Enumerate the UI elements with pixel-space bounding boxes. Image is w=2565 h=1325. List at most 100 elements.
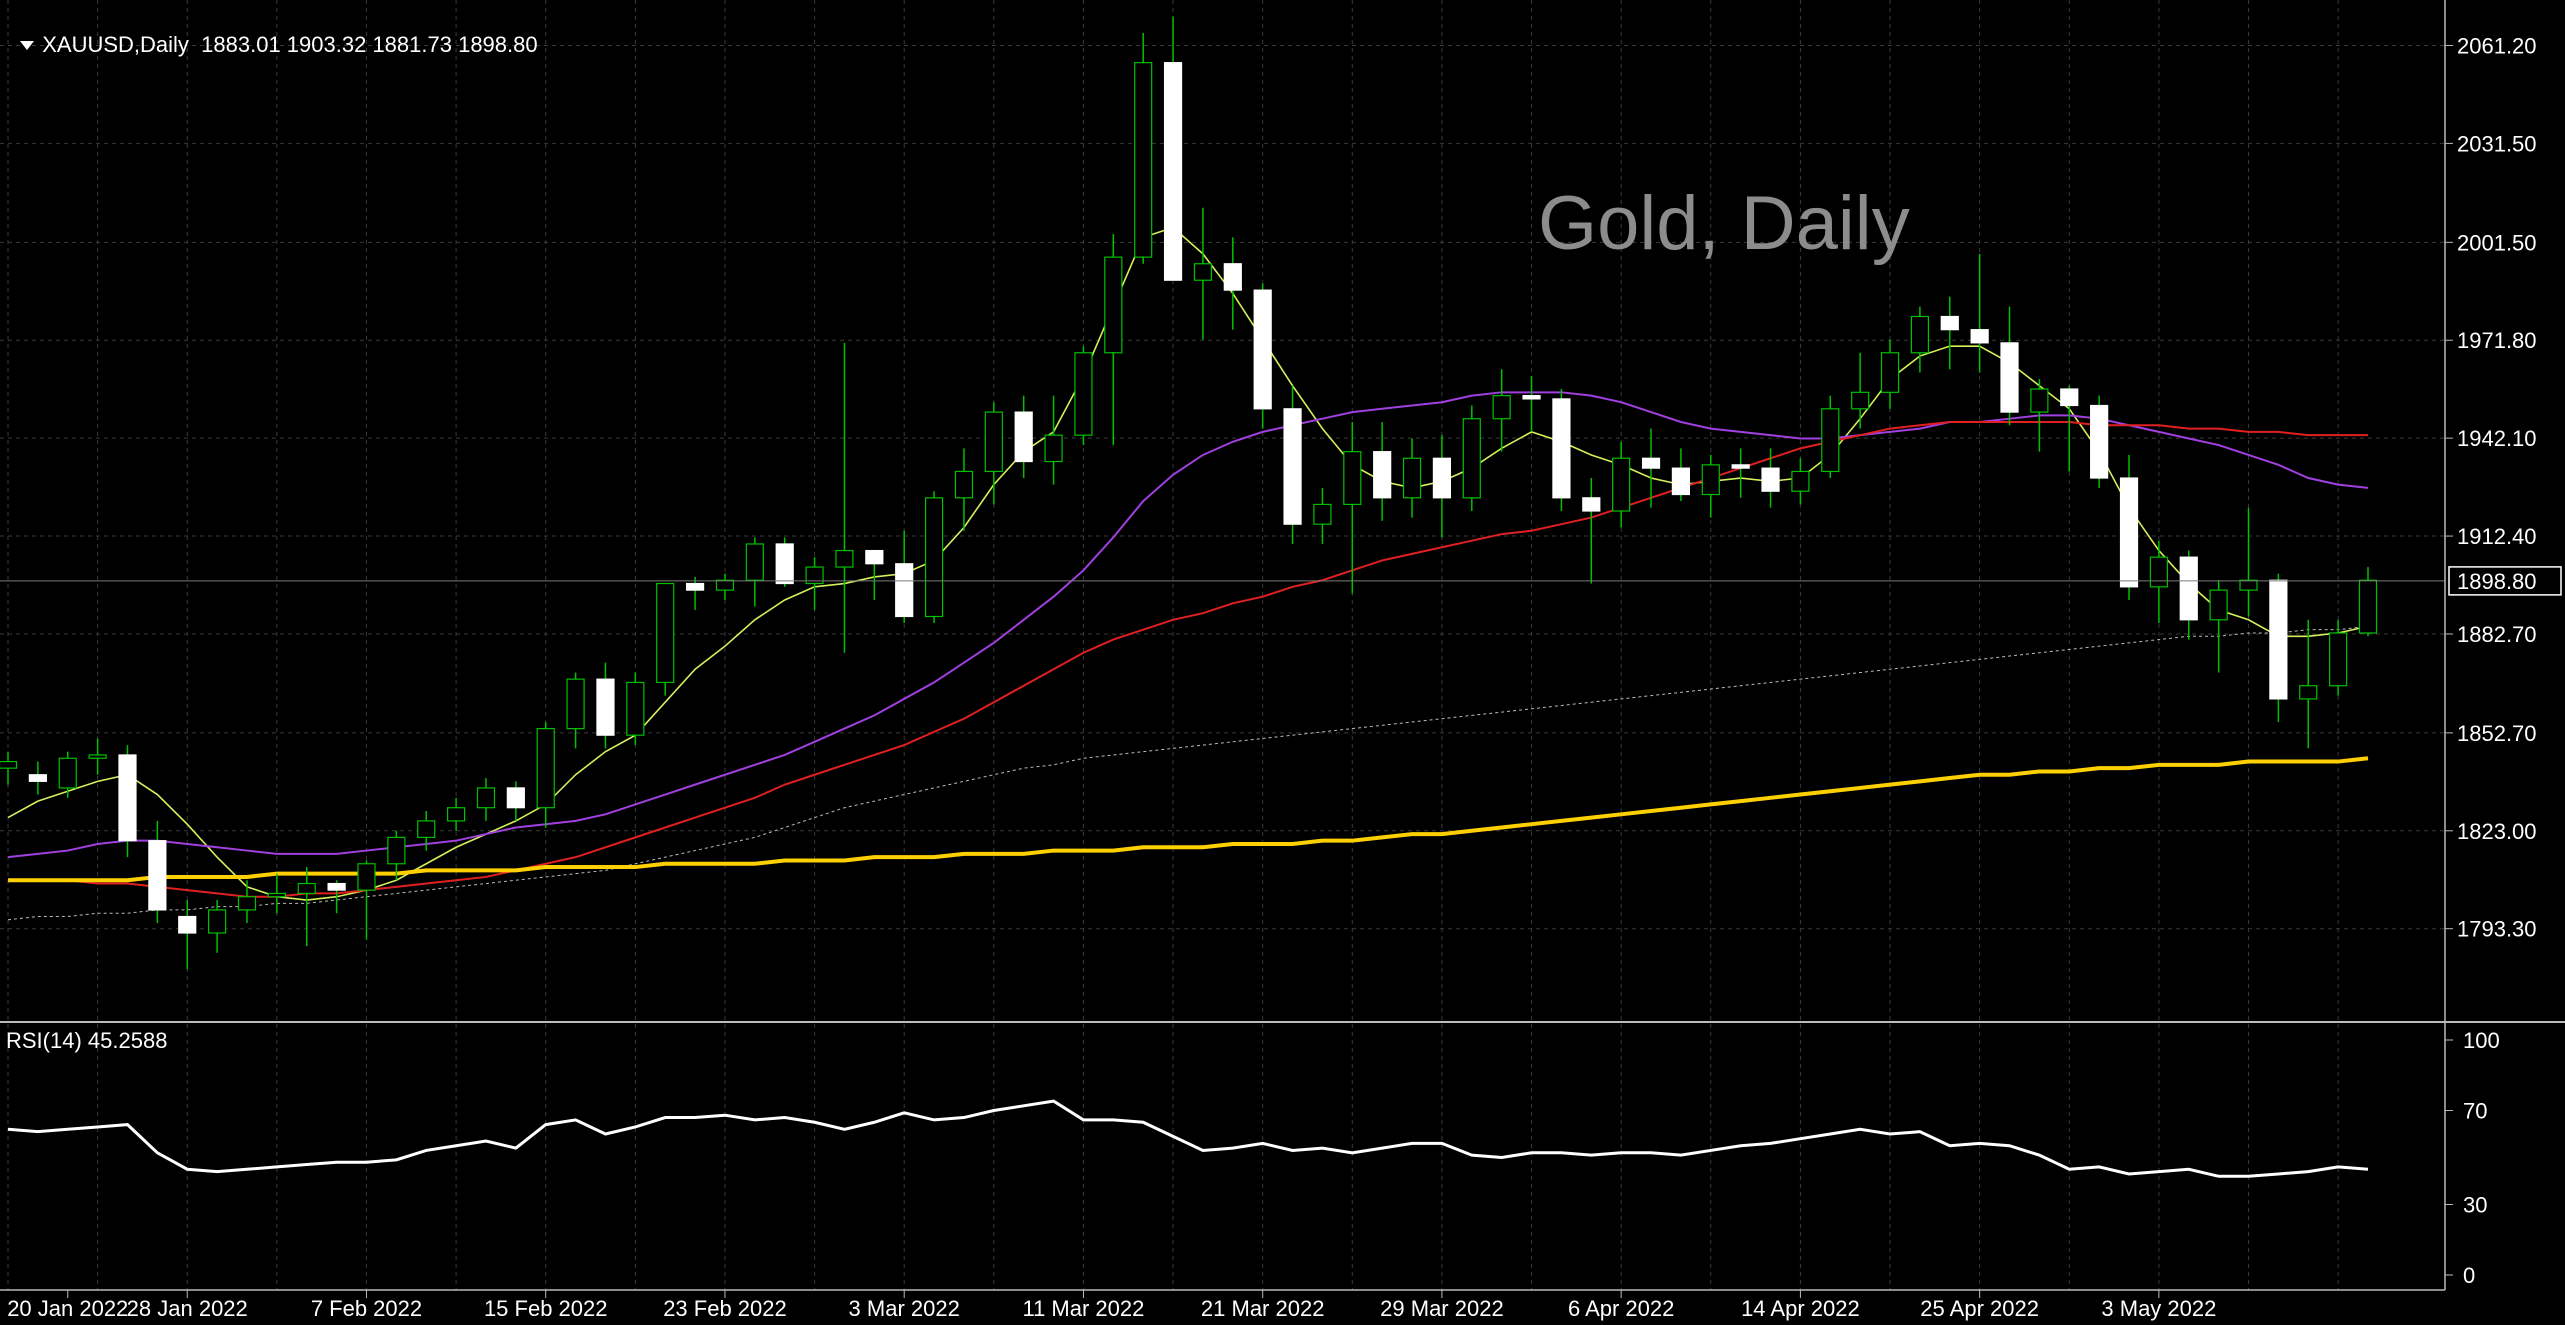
candle — [1522, 375, 1541, 432]
candle — [237, 880, 257, 924]
candle-body — [596, 678, 615, 736]
candle — [2090, 395, 2109, 488]
candle-body — [715, 579, 735, 591]
grid-lines — [0, 0, 2445, 1290]
rsi-tick-label: 0 — [2463, 1263, 2475, 1288]
candle — [1373, 421, 1392, 521]
candle-body — [1313, 503, 1332, 525]
candle — [1432, 435, 1452, 538]
date-tick-label: 14 Apr 2022 — [1741, 1296, 1860, 1321]
candle-body — [1851, 391, 1870, 410]
candle-body — [178, 915, 197, 934]
candle — [88, 738, 107, 775]
candle-body — [865, 549, 884, 565]
candle — [954, 448, 974, 531]
candlesticks — [0, 16, 2378, 970]
candle-body — [2329, 632, 2348, 687]
date-tick-label: 3 May 2022 — [2101, 1296, 2216, 1321]
candle — [476, 778, 496, 821]
rsi-line — [7, 1099, 2369, 1178]
candle — [1671, 448, 1691, 502]
candle-body — [148, 840, 167, 911]
candle — [1582, 478, 1601, 584]
candle — [2299, 619, 2318, 749]
candle — [2358, 567, 2378, 637]
candle-body — [0, 760, 18, 769]
candle — [1701, 454, 1720, 518]
candle — [506, 781, 525, 821]
candle — [1641, 428, 1661, 508]
candle — [1044, 395, 1063, 485]
candle — [387, 830, 406, 881]
ohlc-values: 1883.01 1903.32 1881.73 1898.80 — [201, 32, 538, 57]
candle — [1851, 352, 1870, 429]
candle-body — [1821, 408, 1840, 473]
candle-body — [2149, 556, 2168, 588]
candle-body — [1880, 352, 1900, 393]
candle — [1791, 458, 1810, 505]
candle-body — [1283, 408, 1302, 525]
candle-body — [1552, 398, 1571, 499]
candle-body — [1791, 470, 1810, 492]
candle — [1821, 395, 1840, 479]
candle — [865, 549, 884, 601]
date-tick-label: 15 Feb 2022 — [484, 1296, 608, 1321]
candle — [1253, 283, 1272, 429]
candle-body — [924, 497, 944, 618]
candle-body — [1343, 451, 1362, 506]
candle-body — [1134, 62, 1153, 258]
candle — [1134, 32, 1153, 264]
candle-body — [745, 543, 764, 581]
candle — [626, 672, 645, 746]
candle — [1910, 306, 1929, 373]
candle — [1193, 207, 1213, 340]
price-tick-label: 2031.50 — [2457, 131, 2537, 156]
candle-body — [447, 807, 466, 822]
candle-body — [1492, 395, 1511, 420]
moving-average-line — [8, 756, 2369, 883]
candle-body — [327, 882, 346, 891]
candle — [2060, 385, 2079, 472]
candle-body — [476, 787, 496, 809]
candle-body — [1044, 434, 1063, 463]
candle — [1761, 448, 1780, 508]
candle — [357, 860, 376, 940]
dropdown-arrow-icon[interactable] — [20, 40, 35, 50]
candle — [895, 530, 914, 624]
moving-average-line — [7, 226, 2369, 901]
candle — [2000, 306, 2019, 426]
candle — [1940, 296, 1959, 370]
date-tick-label: 6 Apr 2022 — [1568, 1296, 1674, 1321]
candle — [2119, 454, 2139, 601]
candle-body — [835, 549, 854, 568]
candle — [178, 900, 197, 970]
candle-body — [2060, 388, 2079, 407]
candle — [1731, 448, 1750, 498]
candle-body — [1970, 329, 1989, 344]
candle-body — [1462, 418, 1481, 499]
price-tick-label: 1882.70 — [2457, 622, 2537, 647]
candle-body — [387, 836, 406, 865]
price-tick-label: 1793.30 — [2457, 917, 2537, 942]
candle-body — [1014, 411, 1033, 463]
chart-watermark: Gold, Daily — [1538, 181, 1910, 266]
current-price-label: 1898.80 — [2457, 569, 2537, 594]
candle — [2239, 507, 2258, 617]
candle — [596, 662, 615, 749]
candle-body — [2358, 579, 2378, 634]
candle-body — [1940, 315, 1959, 331]
candle-body — [1373, 451, 1392, 499]
candle — [2329, 619, 2348, 696]
candle-body — [297, 882, 316, 895]
axes — [0, 0, 2565, 1291]
candle-body — [656, 582, 675, 684]
candle-body — [1701, 464, 1720, 496]
candle — [536, 721, 555, 828]
date-tick-label: 7 Feb 2022 — [311, 1296, 422, 1321]
price-axis-labels: 1793.30 1823.00 1852.70 1882.70 1912.40 1942.… — [2445, 33, 2562, 942]
date-tick-label: 11 Mar 2022 — [1022, 1296, 1144, 1321]
chart-header[interactable]: XAUUSD,Daily 1883.01 1903.32 1881.73 189… — [6, 6, 538, 58]
